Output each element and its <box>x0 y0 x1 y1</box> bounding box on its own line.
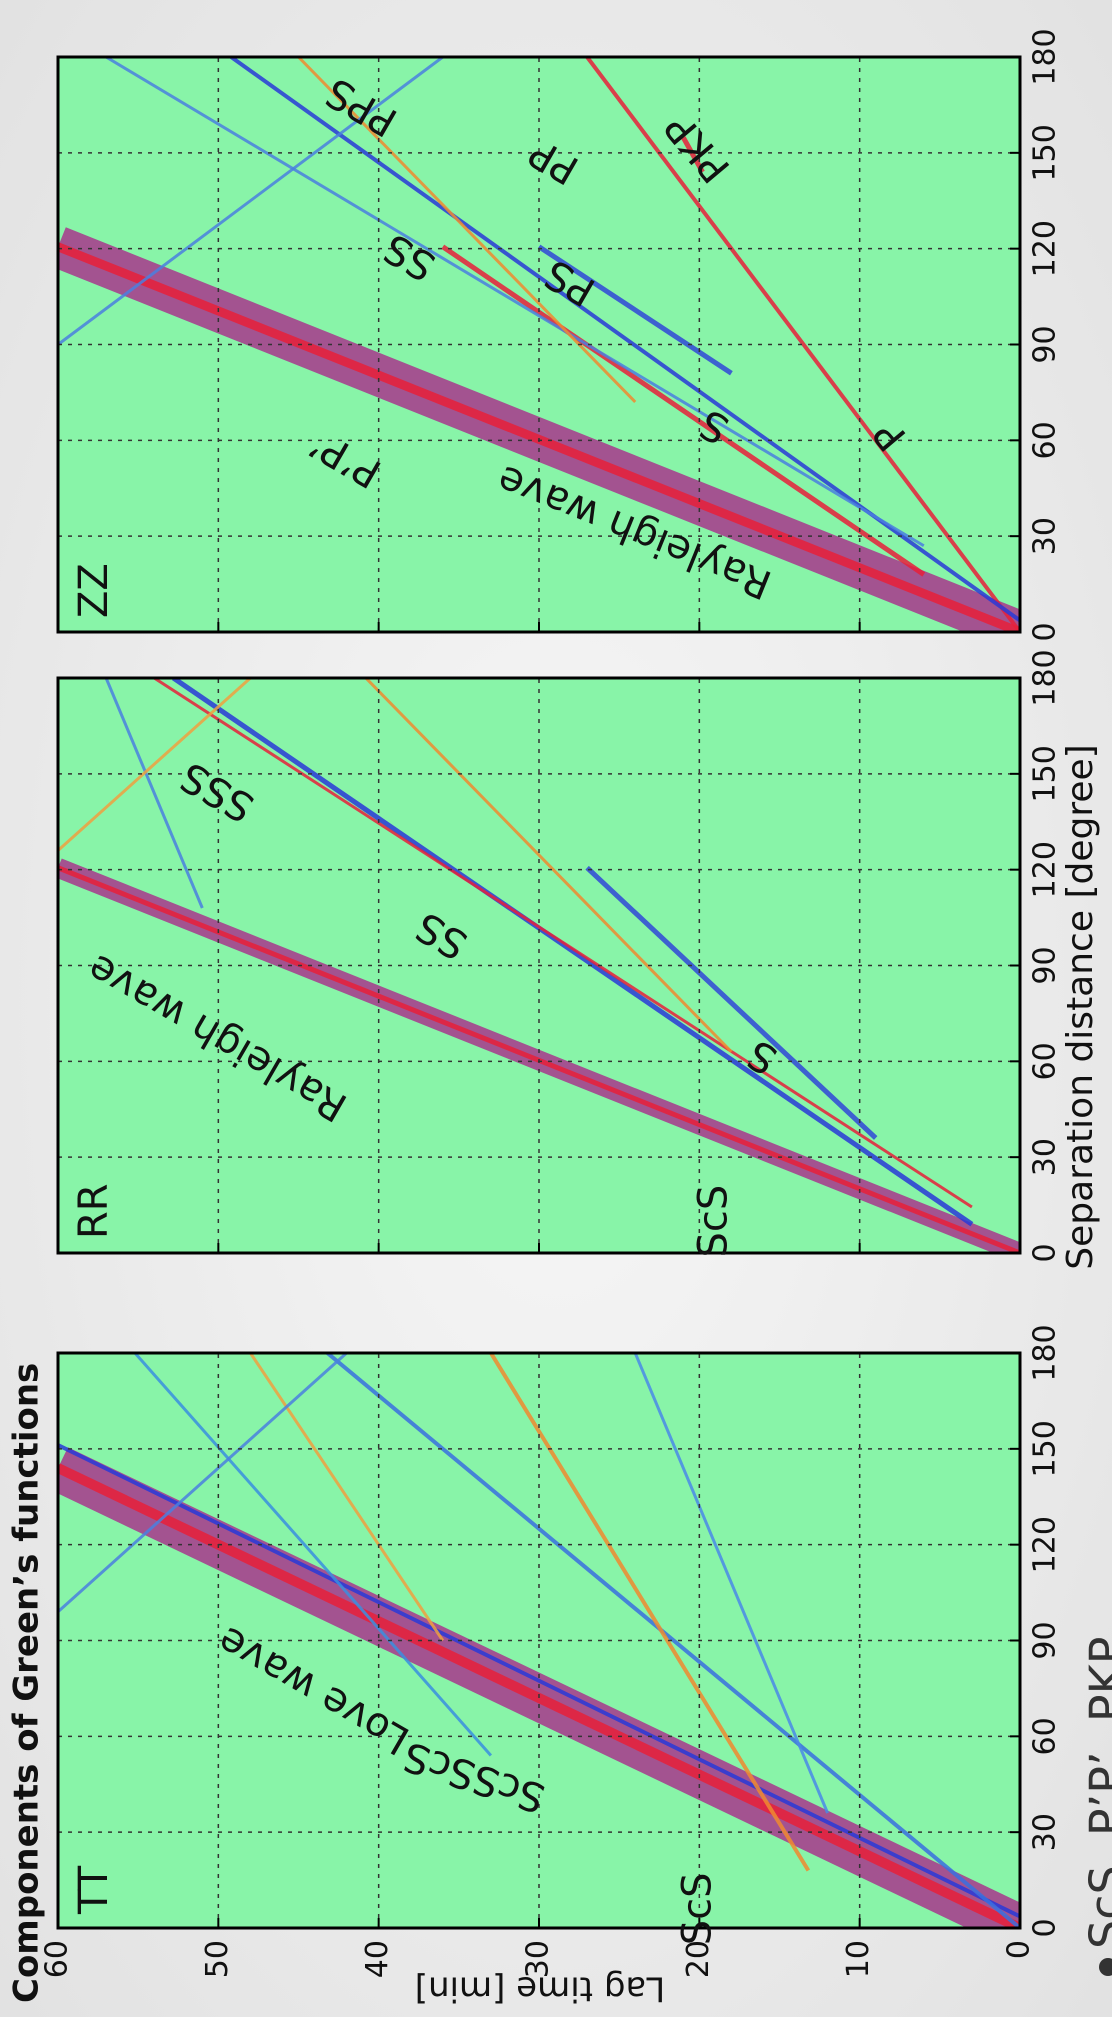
x-tick-label: 90 <box>1028 1621 1063 1659</box>
x-tick-label: 180 <box>1028 649 1063 706</box>
x-tick-label: 120 <box>1028 841 1063 898</box>
x-tick-label: 0 <box>1028 622 1063 641</box>
wave-trace <box>104 678 204 909</box>
wave-trace <box>172 678 974 1227</box>
wave-trace <box>537 244 733 376</box>
x-tick-label: 180 <box>1028 1324 1063 1381</box>
y-tick-label: 40 <box>360 1940 395 1978</box>
plot-frame <box>56 55 1022 634</box>
x-tick-label: 60 <box>1028 421 1063 459</box>
wave-trace <box>441 244 926 577</box>
x-tick-label: 180 <box>1028 28 1063 85</box>
y-tick-label: 10 <box>841 1940 876 1978</box>
wave-trace <box>153 678 973 1209</box>
x-tick-label: 150 <box>1028 1420 1063 1477</box>
panel-label: ZZ <box>71 563 117 618</box>
x-tick-label: 30 <box>1028 1138 1063 1176</box>
x-tick-label: 90 <box>1028 325 1063 363</box>
wave-trace <box>105 57 925 548</box>
annotation: ScS <box>674 1872 720 1945</box>
x-tick-label: 30 <box>1028 517 1063 555</box>
wave-trace <box>133 1353 493 1757</box>
panel-label: RR <box>71 1183 117 1239</box>
wave-trace <box>58 678 252 852</box>
wave-trace <box>633 1353 829 1814</box>
x-axis-title: Separation distance [degree] <box>1060 744 1101 1269</box>
x-tick-label: 150 <box>1028 124 1063 181</box>
chart-title: Components of Green’s functions <box>7 1363 47 2003</box>
bullet <box>1099 1958 1112 1976</box>
annotation: ScS <box>690 1185 736 1258</box>
plot-frame <box>56 1351 1022 1930</box>
wave-trace <box>489 1353 811 1872</box>
wave-trace <box>249 1353 445 1642</box>
y-tick-label: 60 <box>40 1940 75 1978</box>
wave-trace <box>58 57 444 346</box>
x-tick-label: 60 <box>1028 1042 1063 1080</box>
plot-frame <box>56 676 1022 1255</box>
landscape-slide: Components of Green’s functions Lag time… <box>7 28 1112 2009</box>
wave-trace <box>364 678 733 1053</box>
wave-trace <box>229 57 1020 623</box>
y-tick-label: 0 <box>1002 1940 1037 1959</box>
wave-trace <box>58 1353 348 1613</box>
x-tick-label: 150 <box>1028 745 1063 802</box>
wave-trace <box>326 1353 1020 1928</box>
y-axis-title: Lag time [min] <box>415 1969 665 2009</box>
wave-trace <box>585 865 878 1140</box>
x-tick-label: 120 <box>1028 220 1063 277</box>
x-tick-label: 0 <box>1028 1918 1063 1937</box>
x-tick-label: 30 <box>1028 1813 1063 1851</box>
y-tick-label: 30 <box>521 1940 556 1978</box>
panel-label: TT <box>71 1865 117 1915</box>
y-tick-label: 20 <box>681 1940 716 1978</box>
x-tick-label: 120 <box>1028 1516 1063 1573</box>
wave-trace <box>681 136 705 174</box>
x-tick-label: 60 <box>1028 1717 1063 1755</box>
y-tick-label: 50 <box>200 1940 235 1978</box>
bullet-text: ScS, P’P’, PKP <box>1080 1636 1112 1949</box>
x-tick-label: 90 <box>1028 946 1063 984</box>
x-tick-label: 0 <box>1028 1243 1063 1262</box>
